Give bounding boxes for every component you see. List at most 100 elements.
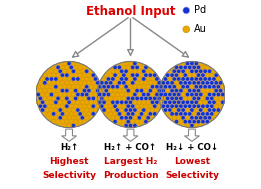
Circle shape [192,120,196,124]
Circle shape [104,112,108,116]
Circle shape [117,112,122,116]
Circle shape [69,81,73,85]
Circle shape [146,108,150,112]
Circle shape [89,100,93,104]
Circle shape [115,116,119,120]
Circle shape [40,100,45,104]
Circle shape [153,112,157,116]
Circle shape [188,96,192,100]
Circle shape [91,112,95,116]
Text: Selectivity: Selectivity [165,171,219,180]
Circle shape [151,85,155,89]
Circle shape [65,96,69,100]
Circle shape [144,81,148,85]
Circle shape [194,123,198,128]
Circle shape [151,100,155,104]
Circle shape [174,112,179,116]
Circle shape [100,96,104,100]
Circle shape [85,69,89,73]
Circle shape [170,96,174,100]
Circle shape [177,116,181,120]
Circle shape [113,65,117,69]
Circle shape [87,112,91,116]
Circle shape [80,116,84,120]
Circle shape [181,92,185,97]
Circle shape [131,89,135,93]
Circle shape [74,65,78,69]
Circle shape [139,81,144,85]
Circle shape [190,69,194,73]
Circle shape [113,104,117,108]
Circle shape [199,85,203,89]
Circle shape [69,104,73,108]
Circle shape [109,81,113,85]
Circle shape [58,116,62,120]
Text: Production: Production [103,171,158,180]
Circle shape [207,69,212,73]
Circle shape [60,65,64,69]
Circle shape [192,89,196,93]
Circle shape [36,85,40,89]
Circle shape [203,92,207,97]
Circle shape [170,73,174,77]
Circle shape [43,81,47,85]
Circle shape [58,92,62,97]
Circle shape [188,112,192,116]
Circle shape [135,112,139,116]
Circle shape [203,69,207,73]
Circle shape [82,112,87,116]
Circle shape [78,96,82,100]
Circle shape [163,77,168,81]
Circle shape [139,120,144,124]
Circle shape [47,112,51,116]
Circle shape [82,120,87,124]
Circle shape [111,85,115,89]
Circle shape [201,96,205,100]
Circle shape [117,65,122,69]
Circle shape [172,108,176,112]
Circle shape [115,100,119,104]
Circle shape [205,81,209,85]
Circle shape [131,65,135,69]
Circle shape [139,96,144,100]
Circle shape [93,77,98,81]
Circle shape [197,65,201,69]
Circle shape [155,100,159,104]
Circle shape [122,112,126,116]
Circle shape [142,77,146,81]
Circle shape [56,120,60,124]
Circle shape [199,116,203,120]
Circle shape [190,100,194,104]
Circle shape [157,96,161,100]
Circle shape [186,116,189,120]
Circle shape [56,112,60,116]
Circle shape [135,96,139,100]
Circle shape [190,123,194,128]
Circle shape [201,73,205,77]
Circle shape [120,92,124,97]
Text: H₂↑: H₂↑ [60,143,78,152]
Circle shape [144,89,148,93]
Circle shape [137,116,141,120]
Circle shape [82,96,87,100]
Circle shape [174,73,179,77]
Circle shape [199,77,203,81]
Circle shape [98,100,102,104]
Circle shape [183,96,187,100]
Circle shape [58,77,62,81]
Circle shape [111,100,115,104]
Circle shape [214,73,218,77]
Circle shape [183,120,187,124]
Circle shape [120,116,124,120]
Circle shape [205,120,209,124]
Circle shape [172,77,176,81]
Circle shape [89,108,93,112]
Circle shape [194,116,198,120]
Circle shape [144,104,148,108]
Circle shape [207,77,212,81]
Circle shape [113,81,117,85]
Circle shape [205,73,209,77]
Circle shape [137,69,141,73]
Circle shape [98,85,102,89]
Circle shape [96,96,100,100]
